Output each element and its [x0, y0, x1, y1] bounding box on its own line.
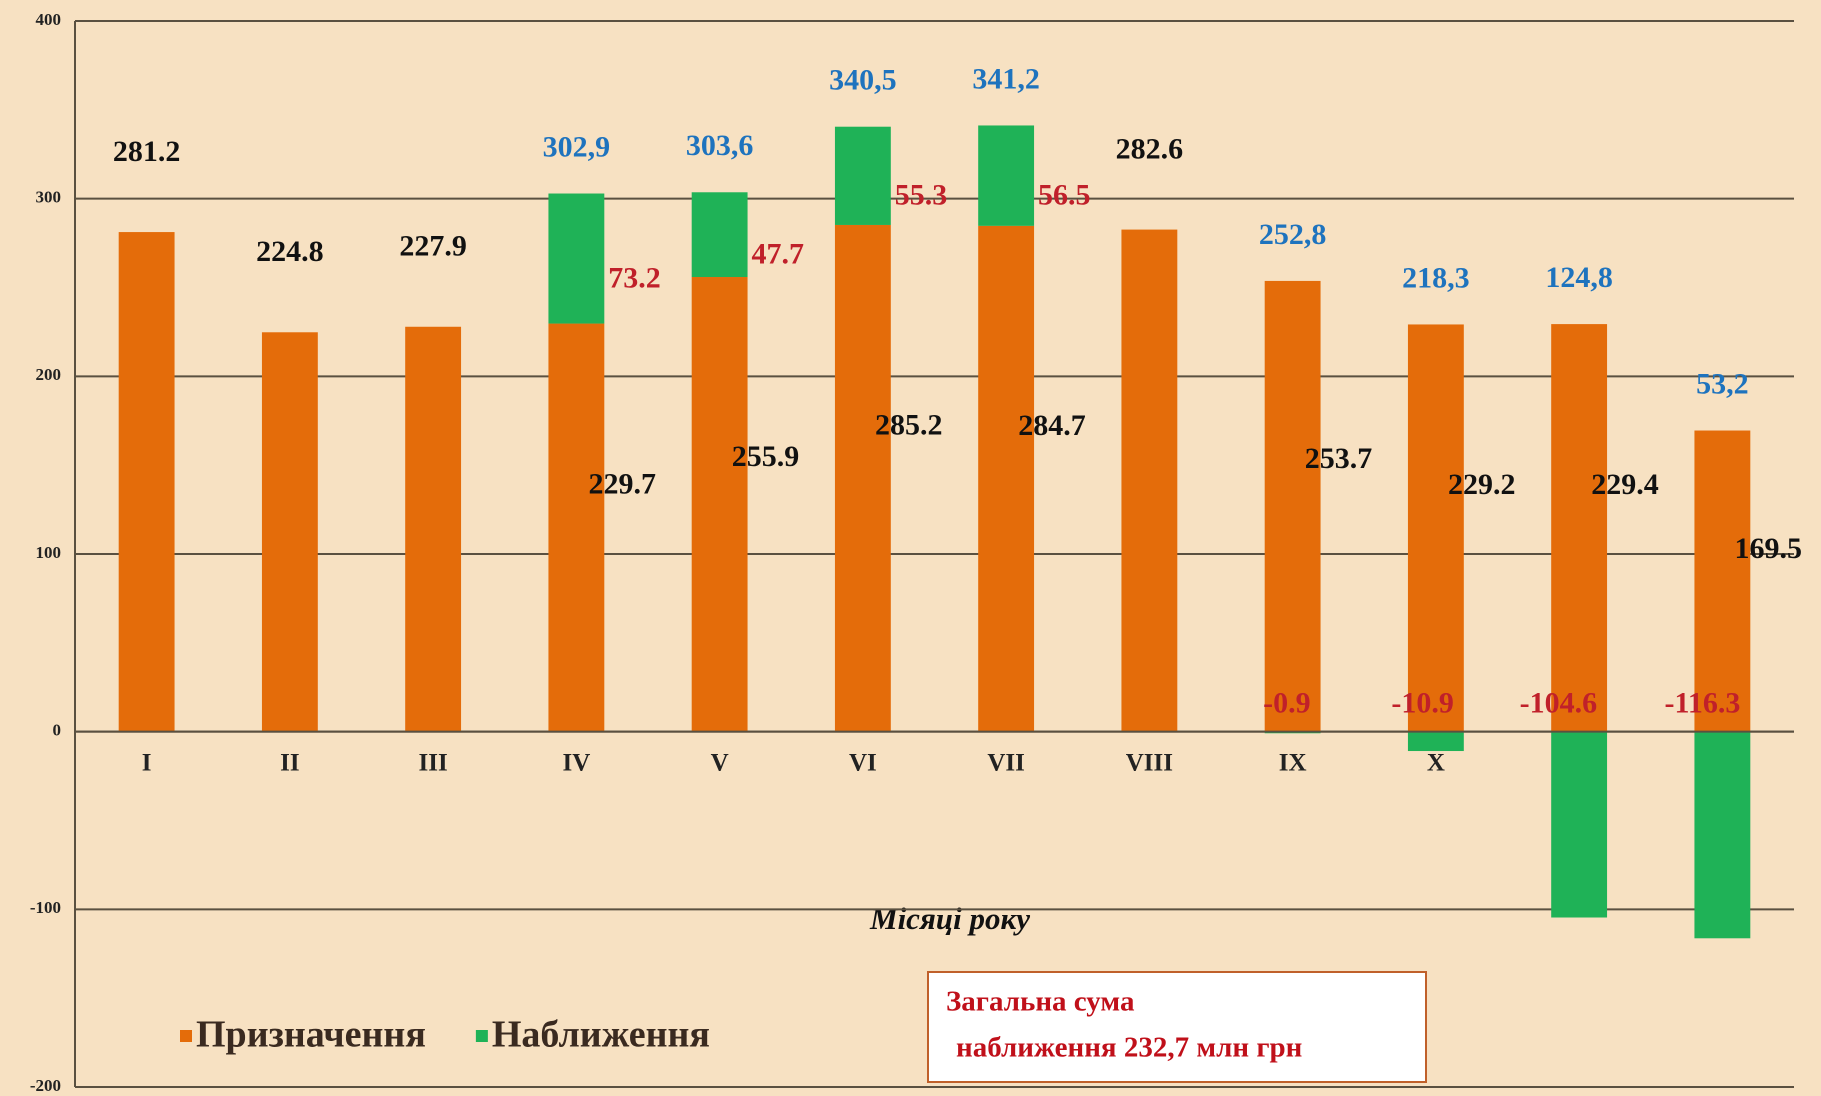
bar	[1407, 731, 1464, 752]
y-tick-label: -200	[30, 1076, 61, 1095]
bar	[1694, 430, 1751, 732]
bar	[834, 126, 891, 225]
total-label: 252,8	[1259, 218, 1327, 251]
data-label: -104.6	[1520, 687, 1598, 720]
x-tick-label: II	[280, 749, 299, 776]
bar	[691, 277, 748, 732]
total-label: 340,5	[829, 64, 897, 97]
total-label: 53,2	[1696, 367, 1749, 400]
data-label: -10.9	[1391, 687, 1454, 720]
x-tick-label: III	[419, 749, 448, 776]
data-label: 253.7	[1305, 442, 1373, 475]
bar	[1264, 280, 1321, 732]
x-tick-label: V	[711, 749, 729, 776]
data-label: 255.9	[732, 440, 800, 473]
total-label: 341,2	[972, 62, 1040, 95]
data-label: 224.8	[256, 235, 324, 268]
x-tick-label: IV	[562, 749, 590, 776]
bar	[978, 225, 1035, 732]
data-label: 285.2	[875, 409, 943, 442]
data-label: 73.2	[608, 261, 661, 294]
data-label: 229.4	[1591, 468, 1659, 501]
legend-label: Наближення	[492, 1014, 710, 1056]
data-label: 229.7	[589, 468, 657, 501]
y-tick-label: 100	[36, 543, 62, 562]
x-tick-label: VIII	[1126, 749, 1173, 776]
x-tick-label: I	[142, 749, 152, 776]
bar	[118, 232, 175, 732]
bar	[691, 192, 748, 278]
data-label: 229.2	[1448, 468, 1516, 501]
data-label: 47.7	[752, 238, 805, 271]
legend-label: Призначення	[196, 1014, 426, 1056]
y-tick-label: 300	[36, 188, 62, 207]
data-label: 281.2	[113, 135, 181, 168]
x-tick-label: IX	[1279, 749, 1307, 776]
data-label: 284.7	[1018, 409, 1086, 442]
x-axis-label: Місяці року	[869, 901, 1030, 936]
annotation-line: наближення 232,7 млн грн	[956, 1032, 1302, 1064]
bar	[1407, 324, 1464, 732]
bar	[548, 193, 605, 324]
bar	[1694, 731, 1751, 939]
total-label: 303,6	[686, 129, 754, 162]
data-label: -116.3	[1665, 687, 1741, 720]
total-label: 218,3	[1402, 261, 1470, 294]
data-label: 227.9	[399, 230, 467, 263]
legend-swatch	[475, 1030, 488, 1042]
bar	[1551, 731, 1608, 918]
total-label: 124,8	[1545, 261, 1613, 294]
bar	[405, 326, 462, 732]
y-tick-label: 0	[53, 721, 62, 740]
bar	[1121, 229, 1178, 732]
x-tick-label: X	[1427, 749, 1445, 776]
data-label: -0.9	[1263, 687, 1311, 720]
bar	[1551, 324, 1608, 732]
bar	[834, 224, 891, 732]
data-label: 56.5	[1038, 179, 1091, 212]
data-label: 282.6	[1116, 132, 1184, 165]
data-label: 55.3	[895, 179, 948, 212]
legend-swatch	[180, 1030, 192, 1042]
x-tick-label: VI	[849, 749, 877, 776]
data-label: 169.5	[1735, 532, 1803, 565]
bar	[548, 323, 605, 732]
y-tick-label: -100	[30, 898, 61, 917]
total-label: 302,9	[543, 130, 611, 163]
y-tick-label: 400	[36, 10, 62, 29]
x-tick-label: VII	[987, 749, 1025, 776]
y-tick-label: 200	[36, 365, 62, 384]
annotation-box	[927, 971, 1427, 1083]
bar	[261, 332, 318, 732]
bar	[978, 125, 1035, 226]
annotation-line: Загальна сума	[946, 986, 1135, 1018]
